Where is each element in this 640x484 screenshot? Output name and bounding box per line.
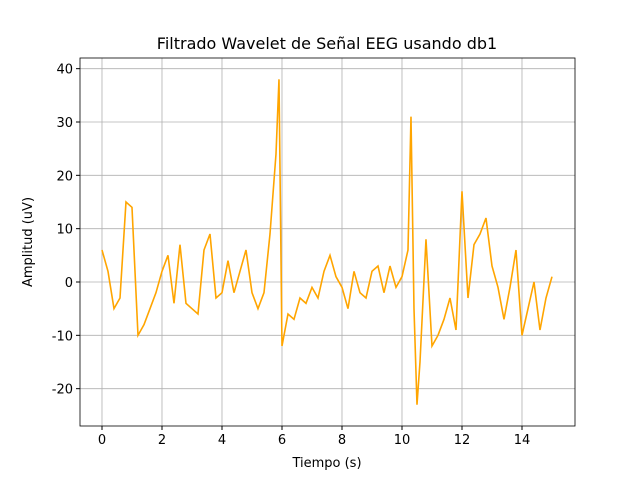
x-tick-label: 0 <box>98 433 106 448</box>
y-axis-label: Amplitud (uV) <box>21 197 36 287</box>
y-tick-label: -20 <box>52 383 73 398</box>
y-tick-label: 20 <box>56 169 73 184</box>
x-tick-label: 10 <box>394 433 411 448</box>
x-tick-label: 8 <box>338 433 346 448</box>
data-line <box>101 79 553 405</box>
x-tick-label: 2 <box>158 433 166 448</box>
y-tick-label: 10 <box>56 223 73 238</box>
x-tick-label: 4 <box>218 433 226 448</box>
x-tick-label: 6 <box>278 433 286 448</box>
x-axis-label: Tiempo (s) <box>291 456 361 471</box>
x-tick-label: 14 <box>514 433 531 448</box>
y-tick-label: 40 <box>56 63 73 78</box>
y-tick-label: -10 <box>52 329 73 344</box>
y-tick-label: 30 <box>56 116 73 131</box>
y-tick-label: 0 <box>65 276 73 291</box>
plot-frame <box>79 57 576 427</box>
chart-title: Filtrado Wavelet de Señal EEG usando db1 <box>157 34 497 53</box>
x-tick-label: 12 <box>454 433 471 448</box>
